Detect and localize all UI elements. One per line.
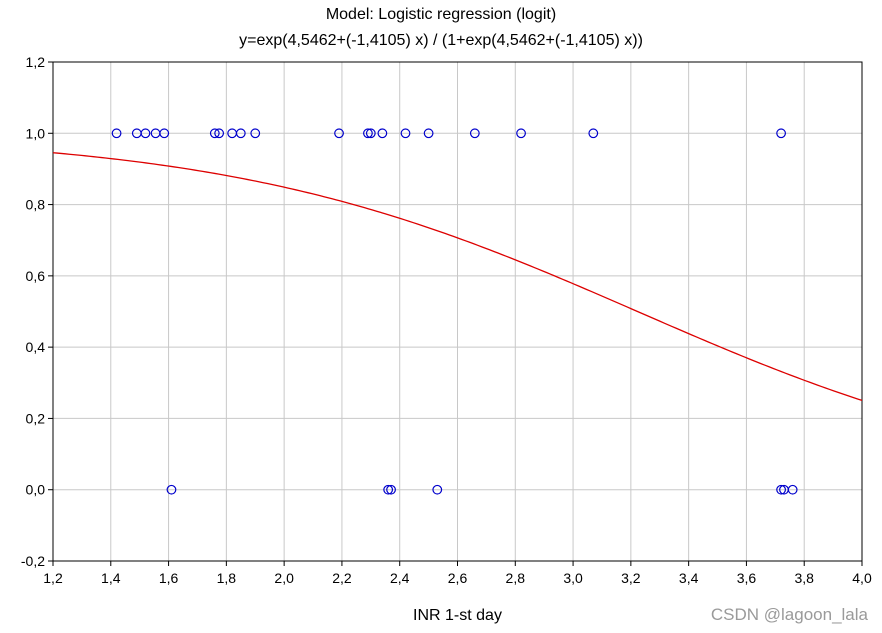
data-point [423, 128, 434, 139]
data-point [776, 484, 786, 495]
data-point [400, 128, 411, 139]
x-tick-label: 2,8 [506, 570, 526, 586]
data-point [111, 128, 122, 139]
data-point [363, 128, 373, 139]
y-tick-label: -0,2 [21, 553, 45, 569]
y-tick-label: 0,4 [26, 339, 46, 355]
data-point [166, 484, 177, 495]
data-point [588, 128, 599, 139]
data-point [214, 128, 225, 139]
x-tick-label: 3,8 [794, 570, 814, 586]
y-tick-label: 0,8 [26, 197, 46, 213]
y-tick-label: 0,2 [26, 410, 46, 426]
x-tick-label: 3,2 [621, 570, 641, 586]
x-tick-label: 2,4 [390, 570, 410, 586]
y-axis-ticks: -0,2 0,0 0,2 0,4 0,6 0,8 1,0 1,2 [21, 54, 53, 569]
data-point [250, 128, 261, 139]
x-tick-label: 4,0 [852, 570, 872, 586]
x-axis-label: INR 1-st day [413, 607, 502, 624]
chart-subtitle: y=exp(4,5462+(-1,4105) x) / (1+exp(4,546… [239, 32, 643, 49]
x-tick-label: 2,0 [274, 570, 294, 586]
y-tick-label: 0,6 [26, 268, 46, 284]
data-point [776, 128, 786, 139]
x-axis-ticks: 1,2 1,4 1,6 1,8 2,0 2,2 2,4 2,6 2,8 3,0 3,2 3,4 3,6 3… [43, 561, 872, 586]
data-point [383, 484, 394, 495]
data-point [516, 128, 526, 139]
data-point [159, 128, 170, 139]
data-points [111, 128, 798, 495]
chart-title: Model: Logistic regression (logit) [325, 6, 557, 23]
x-tick-label: 2,6 [448, 570, 468, 586]
x-tick-label: 1,6 [159, 570, 179, 586]
data-point [235, 128, 246, 139]
data-point [432, 484, 443, 495]
y-tick-label: 1,2 [26, 54, 46, 70]
data-point [209, 128, 220, 139]
x-tick-label: 1,2 [43, 570, 63, 586]
data-point [469, 128, 480, 139]
data-point [365, 128, 376, 139]
x-tick-label: 2,2 [332, 570, 352, 586]
data-point [386, 484, 396, 495]
x-tick-label: 3,0 [563, 570, 583, 586]
watermark: CSDN @lagoon_lala [710, 605, 868, 624]
data-point [787, 484, 798, 495]
x-tick-label: 3,6 [737, 570, 757, 586]
y-tick-label: 1,0 [26, 125, 46, 141]
data-point [140, 128, 151, 139]
x-tick-label: 1,4 [101, 570, 121, 586]
data-point [334, 128, 344, 139]
x-tick-label: 3,4 [679, 570, 699, 586]
grid-lines [53, 62, 862, 561]
data-point [377, 128, 388, 139]
y-tick-label: 0,0 [26, 482, 46, 498]
x-tick-label: 1,8 [217, 570, 237, 586]
fit-curve [52, 152, 863, 402]
